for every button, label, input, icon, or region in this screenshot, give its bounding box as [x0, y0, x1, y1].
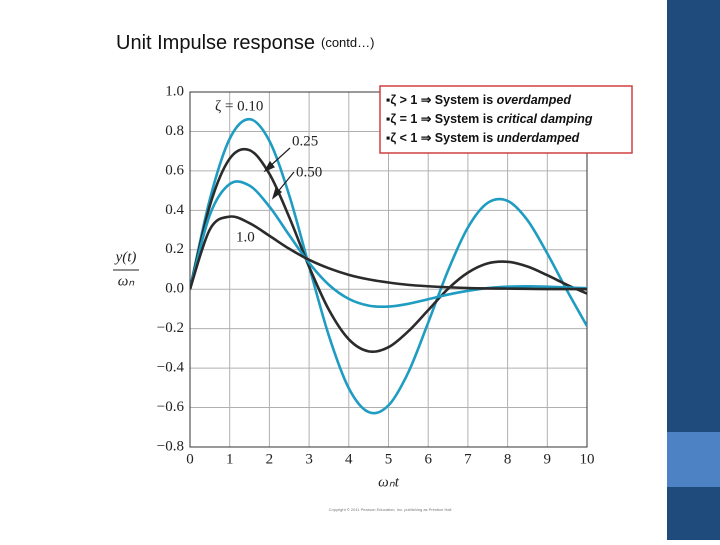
note-lead: ▪ζ < 1 ⇒ System is: [386, 131, 497, 145]
y-tick-label: −0.4: [157, 360, 185, 376]
series-label: 1.0: [236, 229, 255, 245]
x-tick-label: 6: [424, 451, 432, 467]
x-tick-label: 2: [266, 451, 274, 467]
y-tick-label: 0.4: [165, 202, 184, 218]
y-axis-label: ωₙ: [118, 273, 136, 289]
x-tick-label: 3: [305, 451, 313, 467]
note-line: ▪ζ < 1 ⇒ System is underdamped: [386, 131, 580, 145]
series-label: 0.25: [292, 133, 318, 149]
note-lead: ▪ζ > 1 ⇒ System is: [386, 93, 497, 107]
x-tick-label: 8: [504, 451, 512, 467]
y-tick-label: 0.2: [165, 241, 184, 257]
series-line: [190, 147, 587, 354]
note-line: ▪ζ = 1 ⇒ System is critical damping: [386, 112, 593, 126]
arrowhead: [271, 186, 282, 200]
x-tick-label: 0: [186, 451, 194, 467]
y-tick-label: 1.0: [165, 83, 184, 99]
y-tick-label: 0.0: [165, 281, 184, 297]
note-emph: underdamped: [497, 131, 580, 145]
arrowhead: [263, 160, 275, 173]
x-tick-label: 4: [345, 451, 353, 467]
title-main: Unit Impulse response: [116, 32, 315, 54]
note-emph: critical damping: [497, 112, 593, 126]
x-tick-label: 9: [544, 451, 552, 467]
note-lead: ▪ζ = 1 ⇒ System is: [386, 112, 497, 126]
series-line: [190, 117, 587, 415]
side-accent: [667, 432, 720, 487]
title-note: (contd…): [321, 35, 374, 50]
x-tick-label: 5: [385, 451, 393, 467]
x-axis-label: ωₙt: [378, 474, 400, 490]
x-tick-label: 10: [580, 451, 595, 467]
series-line: [190, 215, 587, 291]
y-tick-label: 0.6: [165, 162, 184, 178]
series-line: [190, 180, 587, 309]
x-tick-label: 1: [226, 451, 234, 467]
y-tick-label: −0.2: [157, 320, 184, 336]
note-emph: overdamped: [497, 93, 572, 107]
notes: ▪ζ > 1 ⇒ System is overdamped▪ζ = 1 ⇒ Sy…: [386, 93, 593, 145]
y-tick-label: −0.8: [157, 438, 184, 454]
note-box: [379, 85, 633, 154]
arrows: [263, 147, 295, 200]
series-label: 0.50: [296, 164, 322, 180]
y-axis-label: y(t): [114, 249, 137, 265]
copyright: Copyright © 2011 Pearson Education, Inc.…: [329, 507, 452, 512]
slide-title: Unit Impulse response (contd…): [116, 32, 374, 54]
y-tick-label: 0.8: [165, 123, 184, 139]
note-line: ▪ζ > 1 ⇒ System is overdamped: [386, 93, 571, 107]
x-tick-label: 7: [464, 451, 472, 467]
series-label: ζ = 0.10: [215, 98, 263, 114]
y-tick-label: −0.6: [157, 399, 185, 415]
